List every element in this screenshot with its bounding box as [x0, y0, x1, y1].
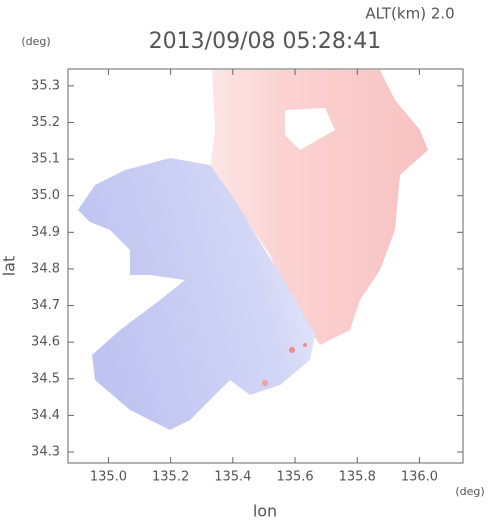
y-tick-label: 34.6: [31, 335, 60, 350]
negative-velocity-area: [78, 158, 315, 430]
x-tick-label: 135.8: [339, 470, 376, 485]
radar-field: [78, 70, 428, 430]
x-tick-label: 135.2: [152, 470, 189, 485]
subtitle: ALT(km) 2.0: [365, 5, 454, 23]
speck: [289, 347, 295, 353]
y-tick-label: 34.4: [31, 408, 60, 423]
x-tick-label: 136.0: [401, 470, 438, 485]
y-tick-label: 34.7: [31, 298, 60, 313]
positive-velocity-area: [210, 70, 428, 345]
y-tick-label: 35.0: [31, 188, 60, 203]
y-tick-label: 34.5: [31, 371, 60, 386]
x-tick-label: 135.6: [276, 470, 313, 485]
y-tick-label: 35.2: [31, 115, 60, 130]
y-tick-label: 35.3: [31, 78, 60, 93]
speck: [303, 343, 307, 347]
y-tick-label: 34.3: [31, 445, 60, 460]
x-tick-label: 135.4: [214, 470, 251, 485]
y-unit: (deg): [21, 35, 50, 48]
speck: [262, 380, 268, 386]
plot-frame: [67, 68, 464, 464]
x-unit: (deg): [455, 485, 484, 498]
chart-title: 2013/09/08 05:28:41: [149, 29, 382, 54]
x-axis-label: lon: [253, 502, 277, 521]
gap: [285, 108, 335, 150]
y-tick-label: 35.1: [31, 152, 60, 167]
y-tick-label: 34.8: [31, 261, 60, 276]
y-axis-label: lat: [0, 256, 19, 277]
y-tick-label: 34.9: [31, 225, 60, 240]
x-tick-label: 135.0: [90, 470, 127, 485]
